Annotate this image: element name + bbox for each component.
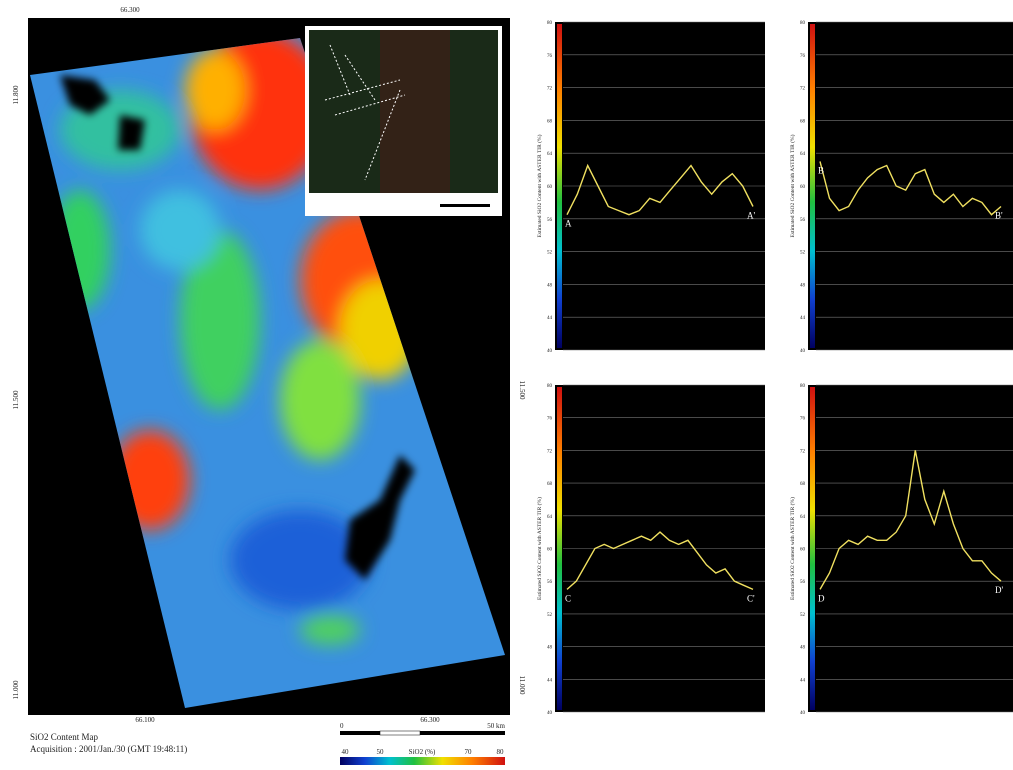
y-tick-label: 40 bbox=[800, 349, 806, 354]
y-tick-label: 80 bbox=[800, 384, 806, 389]
profile-start-label: C bbox=[565, 593, 571, 603]
y-tick-label: 48 bbox=[800, 283, 806, 288]
profile-end-label: A' bbox=[747, 211, 755, 221]
y-tick-label: 40 bbox=[547, 349, 553, 354]
map-title: SiO2 Content Map bbox=[30, 732, 99, 742]
y-tick-label: 64 bbox=[800, 515, 806, 520]
y-tick-label: 76 bbox=[800, 417, 806, 422]
y-tick-label: 60 bbox=[547, 185, 553, 190]
colorbar-label: SiO2 (%) bbox=[409, 748, 436, 756]
inset-patch bbox=[380, 30, 450, 193]
y-tick-label: 60 bbox=[800, 185, 806, 190]
y-tick-label: 56 bbox=[800, 218, 806, 223]
profile-colorbar bbox=[810, 387, 815, 710]
profile-start-label: D bbox=[818, 593, 825, 603]
profile-start-label: B bbox=[818, 165, 824, 175]
y-tick-label: 56 bbox=[547, 218, 553, 223]
y-tick-label: 72 bbox=[547, 449, 553, 454]
y-tick-label: 64 bbox=[800, 152, 806, 157]
inset-scale bbox=[440, 204, 490, 207]
y-tick-label: 68 bbox=[547, 482, 553, 487]
scale-bar bbox=[340, 731, 505, 735]
y-tick-label: 72 bbox=[800, 87, 806, 92]
y-tick-label: 56 bbox=[547, 580, 553, 585]
profile-end-label: D' bbox=[995, 585, 1003, 595]
y-axis-label: Estimated SiO2 Content with ASTER TIR (%… bbox=[789, 134, 796, 237]
y-tick-label: 68 bbox=[800, 482, 806, 487]
profile-start-label: A bbox=[565, 219, 572, 229]
map-coord: 66.300 bbox=[420, 716, 440, 724]
y-tick-label: 60 bbox=[547, 548, 553, 553]
y-tick-label: 72 bbox=[800, 449, 806, 454]
colorbar bbox=[340, 757, 505, 765]
scale-bar-segment bbox=[380, 731, 420, 735]
colorbar-tick-label: 40 bbox=[342, 748, 350, 756]
map-coord: 11.000 bbox=[12, 680, 20, 699]
y-axis-label: Estimated SiO2 Content with ASTER TIR (%… bbox=[789, 497, 796, 600]
y-tick-label: 68 bbox=[547, 119, 553, 124]
y-tick-label: 48 bbox=[800, 646, 806, 651]
colorbar-tick-label: 50 bbox=[377, 748, 385, 756]
y-tick-label: 44 bbox=[800, 316, 806, 321]
y-tick-label: 76 bbox=[547, 417, 553, 422]
y-tick-label: 48 bbox=[547, 646, 553, 651]
y-tick-label: 52 bbox=[547, 251, 553, 256]
y-tick-label: 76 bbox=[800, 54, 806, 59]
map-coord: 11.000 bbox=[518, 676, 526, 695]
y-tick-label: 48 bbox=[547, 283, 553, 288]
map-coord: 11.500 bbox=[518, 381, 526, 400]
y-tick-label: 72 bbox=[547, 87, 553, 92]
map-coord: 66.100 bbox=[135, 716, 155, 724]
map-coord: 11.800 bbox=[12, 85, 20, 104]
figure: SiO2 Content Map Acquisition : 2001/Jan.… bbox=[0, 0, 1013, 765]
profile-end-label: C' bbox=[747, 593, 755, 603]
y-tick-label: 40 bbox=[547, 711, 553, 716]
map-coord: 11.500 bbox=[12, 390, 20, 409]
profile-colorbar bbox=[557, 387, 562, 710]
profile-end-label: B' bbox=[995, 211, 1003, 221]
colorbar-tick-label: 80 bbox=[497, 748, 505, 756]
colorbar-tick-label: 70 bbox=[465, 748, 473, 756]
y-tick-label: 52 bbox=[547, 613, 553, 618]
y-tick-label: 64 bbox=[547, 152, 553, 157]
y-tick-label: 80 bbox=[547, 384, 553, 389]
scale-end: 50 km bbox=[487, 722, 505, 730]
y-tick-label: 60 bbox=[800, 548, 806, 553]
y-tick-label: 68 bbox=[800, 119, 806, 124]
acquisition: Acquisition : 2001/Jan./30 (GMT 19:48:11… bbox=[30, 744, 187, 754]
y-tick-label: 64 bbox=[547, 515, 553, 520]
profile-colorbar bbox=[810, 24, 815, 348]
y-tick-label: 40 bbox=[800, 711, 806, 716]
y-tick-label: 56 bbox=[800, 580, 806, 585]
profile-colorbar bbox=[557, 24, 562, 348]
y-tick-label: 80 bbox=[800, 21, 806, 26]
y-tick-label: 44 bbox=[547, 678, 553, 683]
scale-start: 0 bbox=[340, 722, 344, 730]
y-tick-label: 52 bbox=[800, 613, 806, 618]
y-axis-label: Estimated SiO2 Content with ASTER TIR (%… bbox=[536, 497, 543, 600]
y-tick-label: 44 bbox=[547, 316, 553, 321]
y-tick-label: 52 bbox=[800, 251, 806, 256]
y-tick-label: 76 bbox=[547, 54, 553, 59]
map-coord: 66.300 bbox=[120, 6, 140, 14]
y-tick-label: 44 bbox=[800, 678, 806, 683]
y-axis-label: Estimated SiO2 Content with ASTER TIR (%… bbox=[536, 134, 543, 237]
y-tick-label: 80 bbox=[547, 21, 553, 26]
